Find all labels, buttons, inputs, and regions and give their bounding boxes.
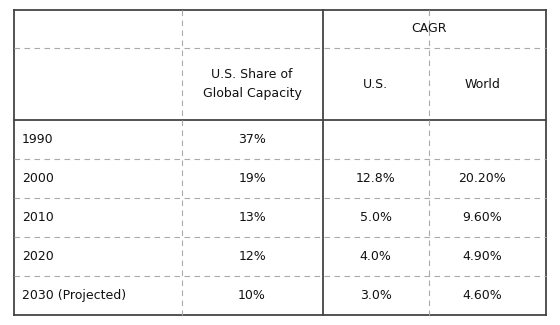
- Text: 12%: 12%: [238, 250, 266, 263]
- Text: 13%: 13%: [238, 211, 266, 224]
- Text: 2000: 2000: [22, 172, 54, 185]
- Text: 5.0%: 5.0%: [360, 211, 392, 224]
- Text: 3.0%: 3.0%: [360, 289, 391, 302]
- Text: World: World: [464, 77, 500, 90]
- Text: 2010: 2010: [22, 211, 54, 224]
- Text: 1990: 1990: [22, 133, 54, 146]
- Text: 4.90%: 4.90%: [463, 250, 502, 263]
- Text: CAGR: CAGR: [411, 22, 447, 35]
- Text: 9.60%: 9.60%: [463, 211, 502, 224]
- Text: U.S.: U.S.: [363, 77, 388, 90]
- Text: 2020: 2020: [22, 250, 54, 263]
- Text: 4.60%: 4.60%: [463, 289, 502, 302]
- Text: 4.0%: 4.0%: [360, 250, 391, 263]
- Text: 37%: 37%: [238, 133, 266, 146]
- Text: U.S. Share of
Global Capacity: U.S. Share of Global Capacity: [203, 68, 301, 100]
- Text: 19%: 19%: [238, 172, 266, 185]
- Text: 12.8%: 12.8%: [356, 172, 395, 185]
- Text: 20.20%: 20.20%: [458, 172, 506, 185]
- Text: 10%: 10%: [238, 289, 266, 302]
- Text: 2030 (Projected): 2030 (Projected): [22, 289, 126, 302]
